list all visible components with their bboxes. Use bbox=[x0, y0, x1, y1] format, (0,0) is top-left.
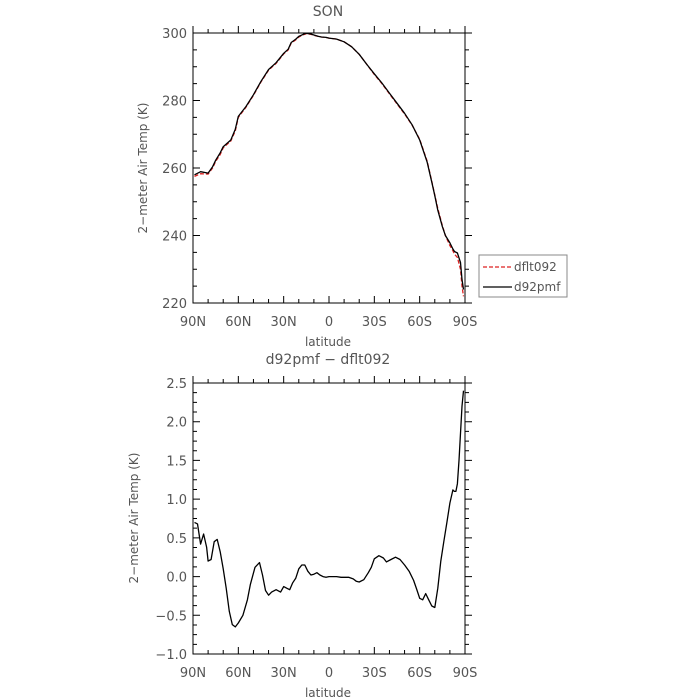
top-chart-legend: dflt092 d92pmf bbox=[478, 254, 568, 298]
top-series-line-dflt092 bbox=[194, 33, 465, 297]
bottom-x-tick-label: 60N bbox=[225, 666, 251, 681]
bottom-chart-title: d92pmf − dflt092 bbox=[266, 352, 391, 368]
bottom-y-tick-label: 0.0 bbox=[166, 571, 187, 586]
bottom-plot-frame bbox=[192, 382, 466, 655]
bottom-chart-plot: 90N 60N 30N 0 30S 60S 90S −1.0 −0.5 0.0 0.5 1.0 1.5 2… bbox=[155, 376, 477, 681]
top-plot-frame bbox=[192, 32, 466, 304]
top-chart-xlabel: latitude bbox=[305, 335, 351, 349]
bottom-y-tick-label: 2.5 bbox=[166, 377, 187, 392]
top-chart-plot: 90N 60N 30N 0 30S 60S 90S 220 240 260 280 300 bbox=[162, 26, 477, 330]
top-x-tick-label: 0 bbox=[325, 315, 333, 330]
top-y-tick-label: 220 bbox=[162, 297, 187, 312]
bottom-x-tick-label: 0 bbox=[325, 666, 333, 681]
bottom-y-tick-label: 1.0 bbox=[166, 493, 187, 508]
top-chart-title: SON bbox=[313, 4, 343, 20]
bottom-x-tick-label: 90N bbox=[180, 666, 206, 681]
top-axis-ticks bbox=[192, 26, 472, 304]
bottom-y-tick-label: −1.0 bbox=[155, 648, 187, 663]
top-x-tick-label: 30N bbox=[271, 315, 297, 330]
top-x-tick-label: 30S bbox=[362, 315, 387, 330]
top-y-tick-label: 240 bbox=[162, 230, 187, 245]
top-x-tick-label: 60N bbox=[225, 315, 251, 330]
bottom-y-tick-label: 1.5 bbox=[166, 454, 187, 469]
legend-label-dflt092: dflt092 bbox=[514, 260, 557, 274]
bottom-x-tick-label: 60S bbox=[407, 666, 432, 681]
bottom-x-tick-label: 30S bbox=[362, 666, 387, 681]
bottom-chart-xlabel: latitude bbox=[305, 686, 351, 700]
top-series-line-d92pmf bbox=[194, 33, 465, 290]
bottom-chart-ylabel: 2−meter Air Temp (K) bbox=[127, 453, 141, 584]
bottom-y-tick-label: 0.5 bbox=[166, 532, 187, 547]
bottom-y-tick-label: 2.0 bbox=[166, 416, 187, 431]
bottom-x-tick-label: 90S bbox=[453, 666, 478, 681]
top-chart-ylabel: 2−meter Air Temp (K) bbox=[136, 103, 150, 234]
legend-box bbox=[478, 254, 568, 298]
top-y-tick-label: 260 bbox=[162, 162, 187, 177]
top-x-tick-label: 90N bbox=[180, 315, 206, 330]
top-x-tick-label: 60S bbox=[407, 315, 432, 330]
bottom-x-tick-label: 30N bbox=[271, 666, 297, 681]
top-y-tick-label: 280 bbox=[162, 95, 187, 110]
bottom-y-tick-label: −0.5 bbox=[155, 609, 187, 624]
bottom-axis-ticks bbox=[192, 376, 472, 655]
bottom-series-line-diff0 bbox=[194, 390, 465, 628]
top-x-tick-label: 90S bbox=[453, 315, 478, 330]
legend-label-d92pmf: d92pmf bbox=[514, 280, 561, 294]
top-y-tick-label: 300 bbox=[162, 27, 187, 42]
